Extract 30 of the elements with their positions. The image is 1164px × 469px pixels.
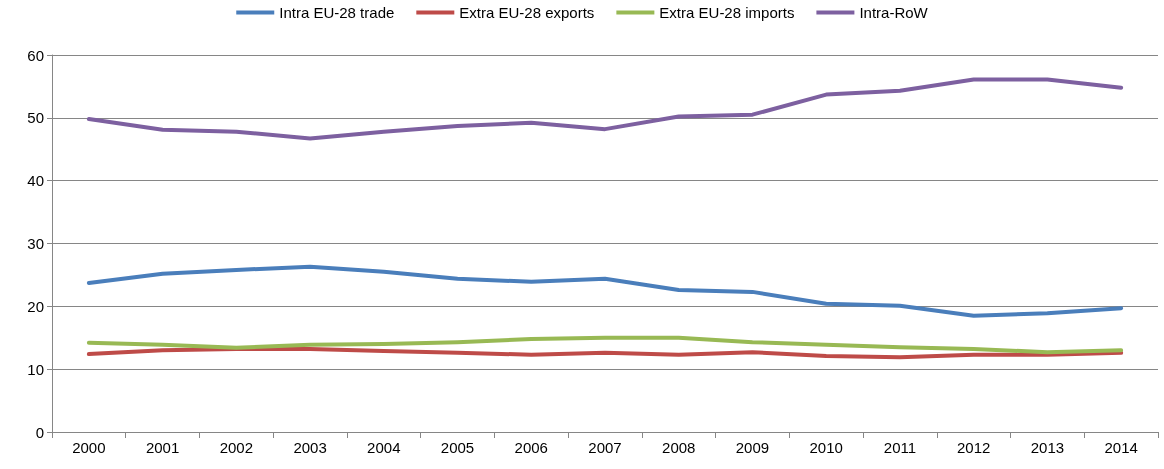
x-tick-label: 2012 — [956, 439, 991, 456]
x-tick-label: 2011 — [883, 439, 917, 456]
y-tick-label: 60 — [27, 46, 44, 64]
x-tick-label: 2010 — [809, 439, 843, 456]
x-tick-label: 2007 — [588, 439, 622, 456]
line-series — [86, 347, 1124, 360]
x-tick-label: 2013 — [1030, 439, 1065, 456]
line-series — [86, 77, 1124, 141]
legend-label: Extra EU-28 imports — [659, 4, 795, 21]
y-tick-label: 50 — [27, 109, 44, 127]
x-tick-label: 2005 — [440, 439, 475, 456]
y-tick-label: 30 — [27, 235, 44, 252]
x-tick-label: 2000 — [72, 439, 106, 456]
line-series — [86, 335, 1124, 355]
x-tick-label: 2002 — [219, 439, 254, 456]
x-tick-label: 2008 — [662, 439, 696, 456]
legend-label: Extra EU-28 exports — [459, 4, 595, 21]
x-tick-label: 2006 — [514, 439, 548, 456]
y-tick-label: 0 — [35, 423, 44, 441]
x-tick-label: 2009 — [735, 439, 770, 456]
x-tick-label: 2003 — [293, 439, 327, 456]
legend-label: Intra EU-28 trade — [279, 4, 395, 21]
line-series — [86, 264, 1124, 318]
x-tick-label: 2014 — [1104, 439, 1138, 456]
y-tick-label: 40 — [27, 172, 44, 190]
x-tick-label: 2004 — [367, 439, 401, 456]
x-tick-label: 2001 — [145, 439, 180, 456]
legend-label: Intra-RoW — [859, 4, 929, 21]
y-tick-label: 20 — [27, 297, 44, 315]
y-tick-label: 10 — [27, 360, 44, 378]
